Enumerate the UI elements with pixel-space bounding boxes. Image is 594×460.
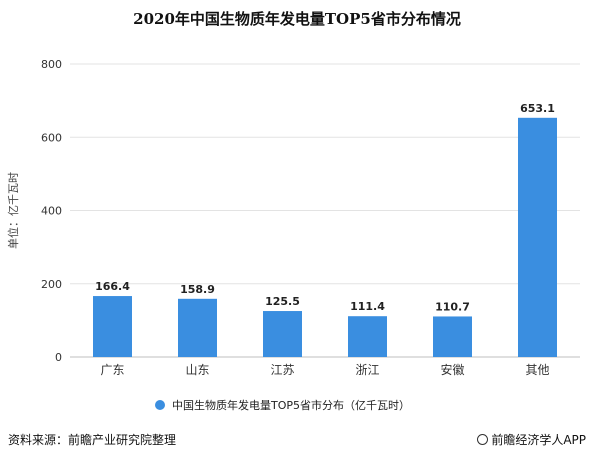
- data-label: 110.7: [435, 300, 470, 313]
- data-label: 653.1: [520, 102, 555, 115]
- data-label: 158.9: [180, 283, 215, 296]
- y-tick-label: 600: [41, 131, 62, 144]
- bar: [518, 117, 557, 357]
- data-label: 166.4: [95, 280, 130, 293]
- x-tick-label: 安徽: [440, 362, 464, 377]
- y-axis-label: 单位：亿千瓦时: [6, 172, 20, 249]
- data-label: 125.5: [265, 295, 300, 308]
- x-tick-label: 广东: [100, 363, 124, 377]
- brand-label: 前瞻经济学人APP: [491, 433, 586, 447]
- bar: [263, 311, 302, 357]
- x-tick-label: 浙江: [355, 363, 379, 377]
- data-label: 111.4: [350, 300, 385, 313]
- bar: [93, 296, 132, 357]
- brand-logo-icon: [477, 434, 489, 445]
- x-tick-label: 山东: [185, 363, 209, 377]
- chart-title: 2020年中国生物质年发电量TOP5省市分布情况: [133, 10, 461, 28]
- legend-marker: [155, 400, 165, 410]
- source-note: 资料来源：前瞻产业研究院整理: [8, 433, 177, 447]
- y-tick-label: 800: [41, 58, 62, 71]
- y-tick-label: 200: [41, 278, 62, 291]
- legend-label: 中国生物质年发电量TOP5省市分布（亿千瓦时）: [172, 398, 410, 412]
- bar: [348, 316, 387, 357]
- y-tick-label: 400: [41, 205, 62, 218]
- x-tick-label: 其他: [525, 363, 549, 377]
- y-tick-label: 0: [55, 351, 62, 364]
- brand-mark: 前瞻经济学人APP: [477, 431, 586, 448]
- bar: [433, 316, 472, 357]
- footer: [0, 424, 594, 460]
- x-tick-label: 江苏: [270, 363, 294, 377]
- bar: [178, 298, 217, 357]
